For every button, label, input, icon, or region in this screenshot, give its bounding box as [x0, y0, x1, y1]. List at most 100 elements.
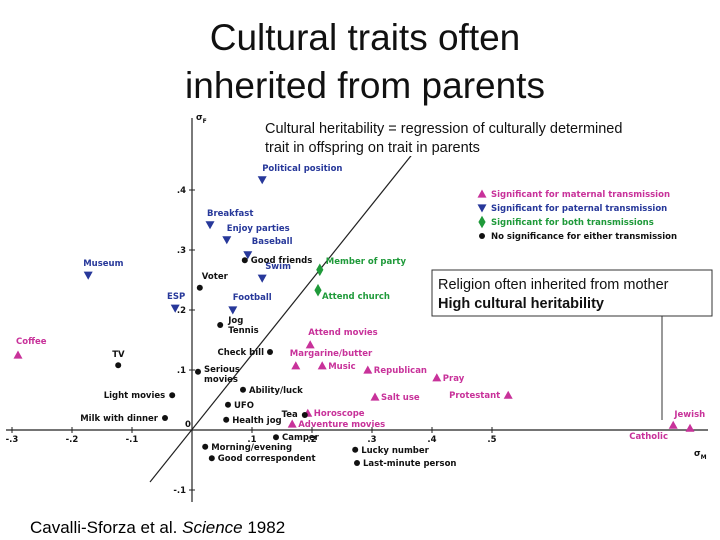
point-label: Milk with dinner: [80, 414, 159, 424]
legend-marker: [477, 204, 487, 213]
point: [305, 340, 315, 349]
point: [223, 416, 230, 423]
title-line: inherited from parents: [185, 65, 545, 106]
point-label: Lucky number: [361, 446, 429, 456]
point: [317, 361, 327, 370]
point: [208, 455, 215, 462]
legend-label: Significant for maternal transmission: [491, 190, 670, 200]
point: [115, 362, 122, 369]
point-label: Camper: [282, 433, 320, 443]
point: [432, 373, 442, 382]
point: [267, 349, 273, 355]
point-label: ESP: [167, 292, 185, 302]
point-label: Jewish: [673, 410, 705, 420]
point: [257, 176, 267, 185]
point-label: Tennis: [228, 326, 259, 336]
point-label: Protestant: [449, 391, 500, 401]
point: [352, 446, 359, 453]
point-label: Adventure movies: [298, 420, 385, 430]
citation-year: 1982: [247, 518, 285, 537]
legend-marker: [478, 215, 486, 229]
point-label: Political position: [262, 164, 342, 174]
point: [503, 390, 513, 399]
point-label: Tea: [282, 410, 298, 420]
point: [314, 283, 322, 297]
annotation: Cultural heritability = regression of cu…: [265, 121, 622, 137]
point-label: Enjoy parties: [227, 224, 290, 234]
point-label: Check bill: [217, 348, 264, 358]
point-label: Morning/evening: [211, 443, 292, 453]
point: [316, 263, 324, 277]
point-label: Attend movies: [308, 328, 378, 338]
point-label: Health jog: [232, 416, 281, 426]
point-label: Swim: [265, 262, 291, 272]
point-label: Serious: [204, 365, 240, 375]
point-label: Coffee: [16, 337, 47, 347]
point: [243, 251, 253, 260]
x-tick-label: -.2: [66, 435, 79, 445]
x-tick-label: -.3: [6, 435, 19, 445]
axis-symbol: σ: [694, 449, 701, 459]
point-label: Catholic: [629, 432, 668, 442]
legend-label: Significant for both transmissions: [491, 218, 654, 228]
axis-subscript: M: [701, 454, 707, 461]
point-label: Last-minute person: [363, 459, 456, 469]
x-tick-label: .3: [367, 435, 376, 445]
y-tick-label: .3: [177, 246, 186, 256]
point: [363, 365, 373, 374]
x-tick-label: .5: [487, 435, 496, 445]
y-tick-label: -.1: [173, 486, 186, 496]
point: [170, 304, 180, 313]
point: [241, 257, 248, 264]
point: [202, 443, 209, 450]
annotation-bg: [265, 114, 715, 156]
point: [370, 392, 380, 401]
point: [217, 322, 224, 328]
citation-journal: Science: [182, 518, 242, 537]
citation-authors: Cavalli-Sforza et al.: [30, 518, 177, 537]
citation: Cavalli-Sforza et al. Science 1982: [30, 518, 285, 537]
point-label: Margarine/butter: [290, 349, 373, 359]
legend-marker: [479, 233, 485, 239]
point-label: Salt use: [381, 393, 420, 403]
point: [668, 420, 678, 429]
point: [273, 434, 279, 441]
point-label: Ability/luck: [249, 386, 303, 396]
legend-marker: [477, 189, 487, 198]
point: [354, 460, 360, 466]
point: [83, 271, 93, 280]
point: [222, 236, 232, 245]
point: [685, 423, 695, 432]
x-tick-label: .2: [307, 435, 316, 445]
axis-label: σM: [694, 449, 707, 461]
point-label: Good friends: [251, 256, 312, 266]
point: [225, 401, 231, 408]
axis-symbol: σ: [196, 113, 203, 123]
annotation: trait in offspring on trait in parents: [265, 140, 480, 156]
point-label: Light movies: [104, 391, 165, 401]
point-label: UFO: [234, 401, 254, 411]
point: [291, 361, 301, 370]
x-tick-label: 0: [185, 420, 191, 430]
point-label: Republican: [374, 366, 427, 376]
point: [228, 306, 238, 315]
point: [301, 412, 308, 418]
point: [162, 415, 168, 421]
point-label: Museum: [83, 259, 123, 269]
point-label: Attend church: [322, 292, 390, 302]
point: [169, 392, 176, 399]
point-label: Horoscope: [314, 409, 365, 419]
y-tick-label: .2: [177, 306, 186, 316]
point: [240, 386, 246, 393]
point-label: Music: [328, 362, 356, 372]
point: [195, 368, 201, 375]
y-tick-label: .4: [177, 186, 186, 196]
y-tick-label: .1: [177, 366, 186, 376]
title-line: Cultural traits often: [210, 17, 521, 58]
point: [287, 419, 297, 428]
x-tick-label: .4: [427, 435, 436, 445]
point-label: Baseball: [252, 237, 293, 247]
legend-label: Significant for paternal transmission: [491, 204, 667, 214]
